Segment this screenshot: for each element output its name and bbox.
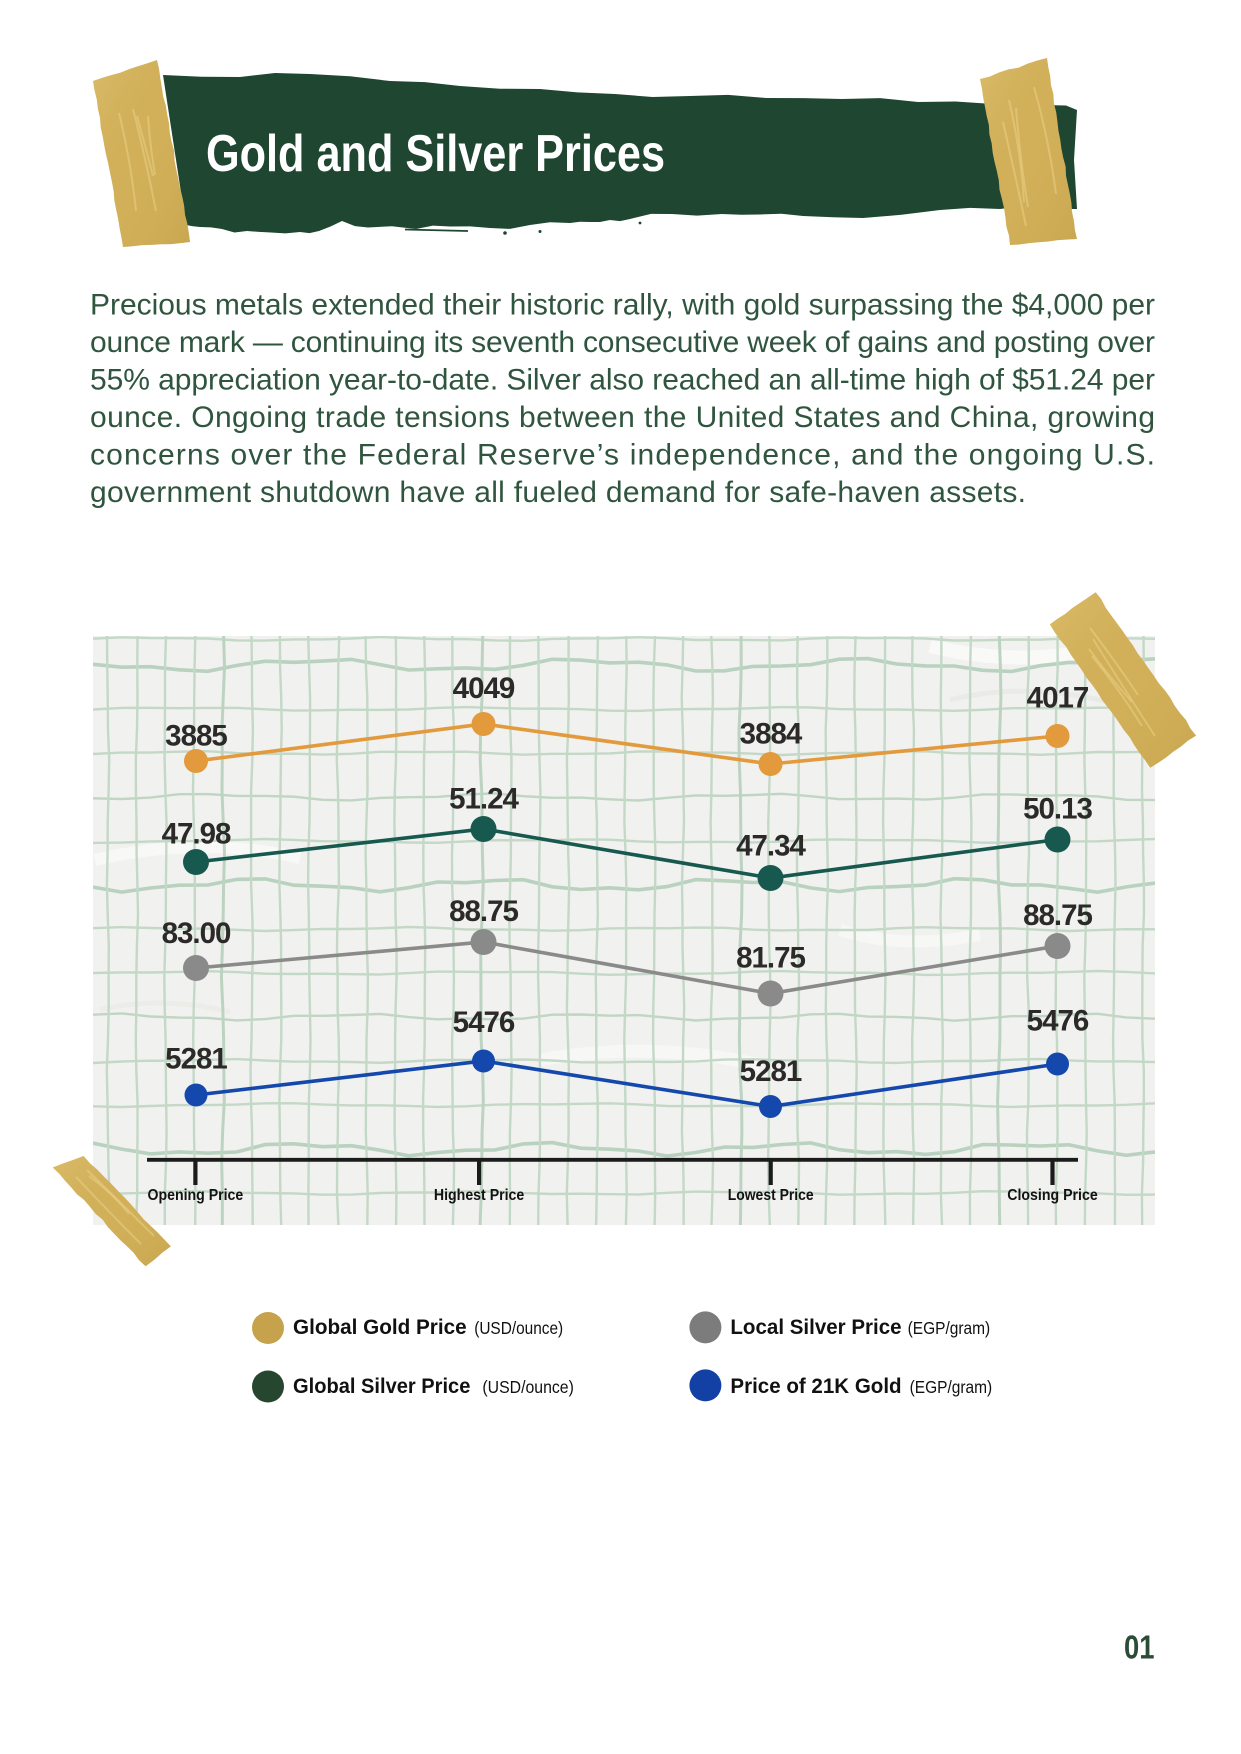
svg-text:55% appreciation year-to-date.: 55% appreciation year-to-date. Silver al… [90,363,1155,396]
svg-text:Gold and Silver Prices: Gold and Silver Prices [206,125,665,183]
svg-text:(USD/ounce): (USD/ounce) [482,1377,574,1397]
svg-text:Global Gold Price: Global Gold Price [293,1315,467,1339]
svg-text:4017: 4017 [1027,682,1089,715]
svg-text:5476: 5476 [453,1006,515,1039]
svg-text:Precious metals extended their: Precious metals extended their historic … [90,288,1155,321]
svg-text:(EGP/gram): (EGP/gram) [910,1377,993,1397]
svg-text:Opening Price: Opening Price [147,1187,243,1204]
svg-text:47.98: 47.98 [162,818,231,851]
svg-text:01: 01 [1124,1629,1155,1666]
svg-text:ounce mark — continuing its se: ounce mark — continuing its seventh cons… [90,326,1155,359]
svg-text:51.24: 51.24 [449,783,519,816]
svg-text:88.75: 88.75 [449,895,518,928]
svg-text:5476: 5476 [1027,1005,1089,1038]
svg-text:ounce. Ongoing trade tensions: ounce. Ongoing trade tensions between th… [90,401,1155,434]
svg-text:Lowest Price: Lowest Price [728,1187,814,1204]
svg-text:47.34: 47.34 [736,830,806,863]
svg-text:Global Silver Price: Global Silver Price [293,1374,470,1398]
svg-text:Highest Price: Highest Price [434,1187,525,1204]
svg-text:88.75: 88.75 [1023,899,1092,932]
svg-text:3884: 3884 [740,718,803,751]
svg-text:5281: 5281 [740,1055,802,1088]
svg-text:(USD/ounce): (USD/ounce) [474,1318,563,1338]
svg-text:Closing Price: Closing Price [1007,1187,1098,1204]
svg-text:3885: 3885 [165,720,227,753]
svg-text:5281: 5281 [165,1043,227,1076]
svg-text:83.00: 83.00 [162,917,231,950]
svg-text:81.75: 81.75 [736,941,805,974]
svg-text:Price of 21K Gold: Price of 21K Gold [730,1374,901,1398]
svg-text:50.13: 50.13 [1023,792,1092,825]
svg-text:4049: 4049 [453,672,515,705]
svg-text:concerns over the Federal Rese: concerns over the Federal Reserve’s inde… [90,438,1155,471]
svg-text:(EGP/gram): (EGP/gram) [908,1318,991,1338]
svg-text:government shutdown have all f: government shutdown have all fueled dema… [90,476,1026,509]
svg-text:Local Silver Price: Local Silver Price [730,1315,901,1339]
